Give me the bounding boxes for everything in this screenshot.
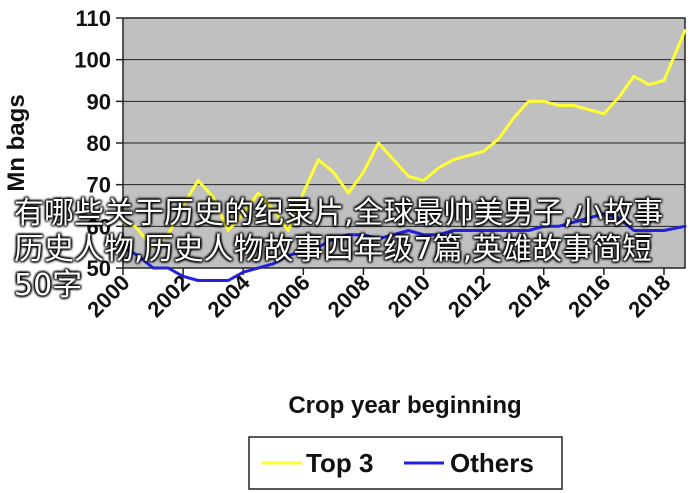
legend: Top 3 Others bbox=[248, 436, 563, 490]
grid-lines bbox=[123, 59, 685, 227]
x-axis-title: Crop year beginning bbox=[288, 392, 521, 419]
y-tick-label-100: 100 bbox=[74, 48, 111, 73]
y-tick-label-70: 70 bbox=[87, 173, 111, 198]
y-axis-ticks: 50 60 70 80 90 100 110 bbox=[74, 6, 123, 281]
y-tick-label-60: 60 bbox=[87, 214, 111, 239]
series-lines bbox=[121, 29, 687, 282]
series-line-top-3 bbox=[121, 29, 687, 249]
overlay-caption: 有哪些关于历史的纪录片,全球最帅美男子,小故事历史人物,历史人物故事四年级7篇,… bbox=[14, 196, 664, 303]
y-axis-title: Mn bags bbox=[3, 94, 30, 191]
series-line-others bbox=[121, 212, 687, 282]
y-tick-label-50: 50 bbox=[87, 256, 111, 281]
y-tick-label-90: 90 bbox=[87, 89, 111, 114]
y-tick-label-80: 80 bbox=[87, 131, 111, 156]
legend-label-others: Others bbox=[450, 448, 534, 478]
y-tick-label-110: 110 bbox=[76, 6, 112, 31]
legend-label-top-3: Top 3 bbox=[306, 448, 373, 478]
